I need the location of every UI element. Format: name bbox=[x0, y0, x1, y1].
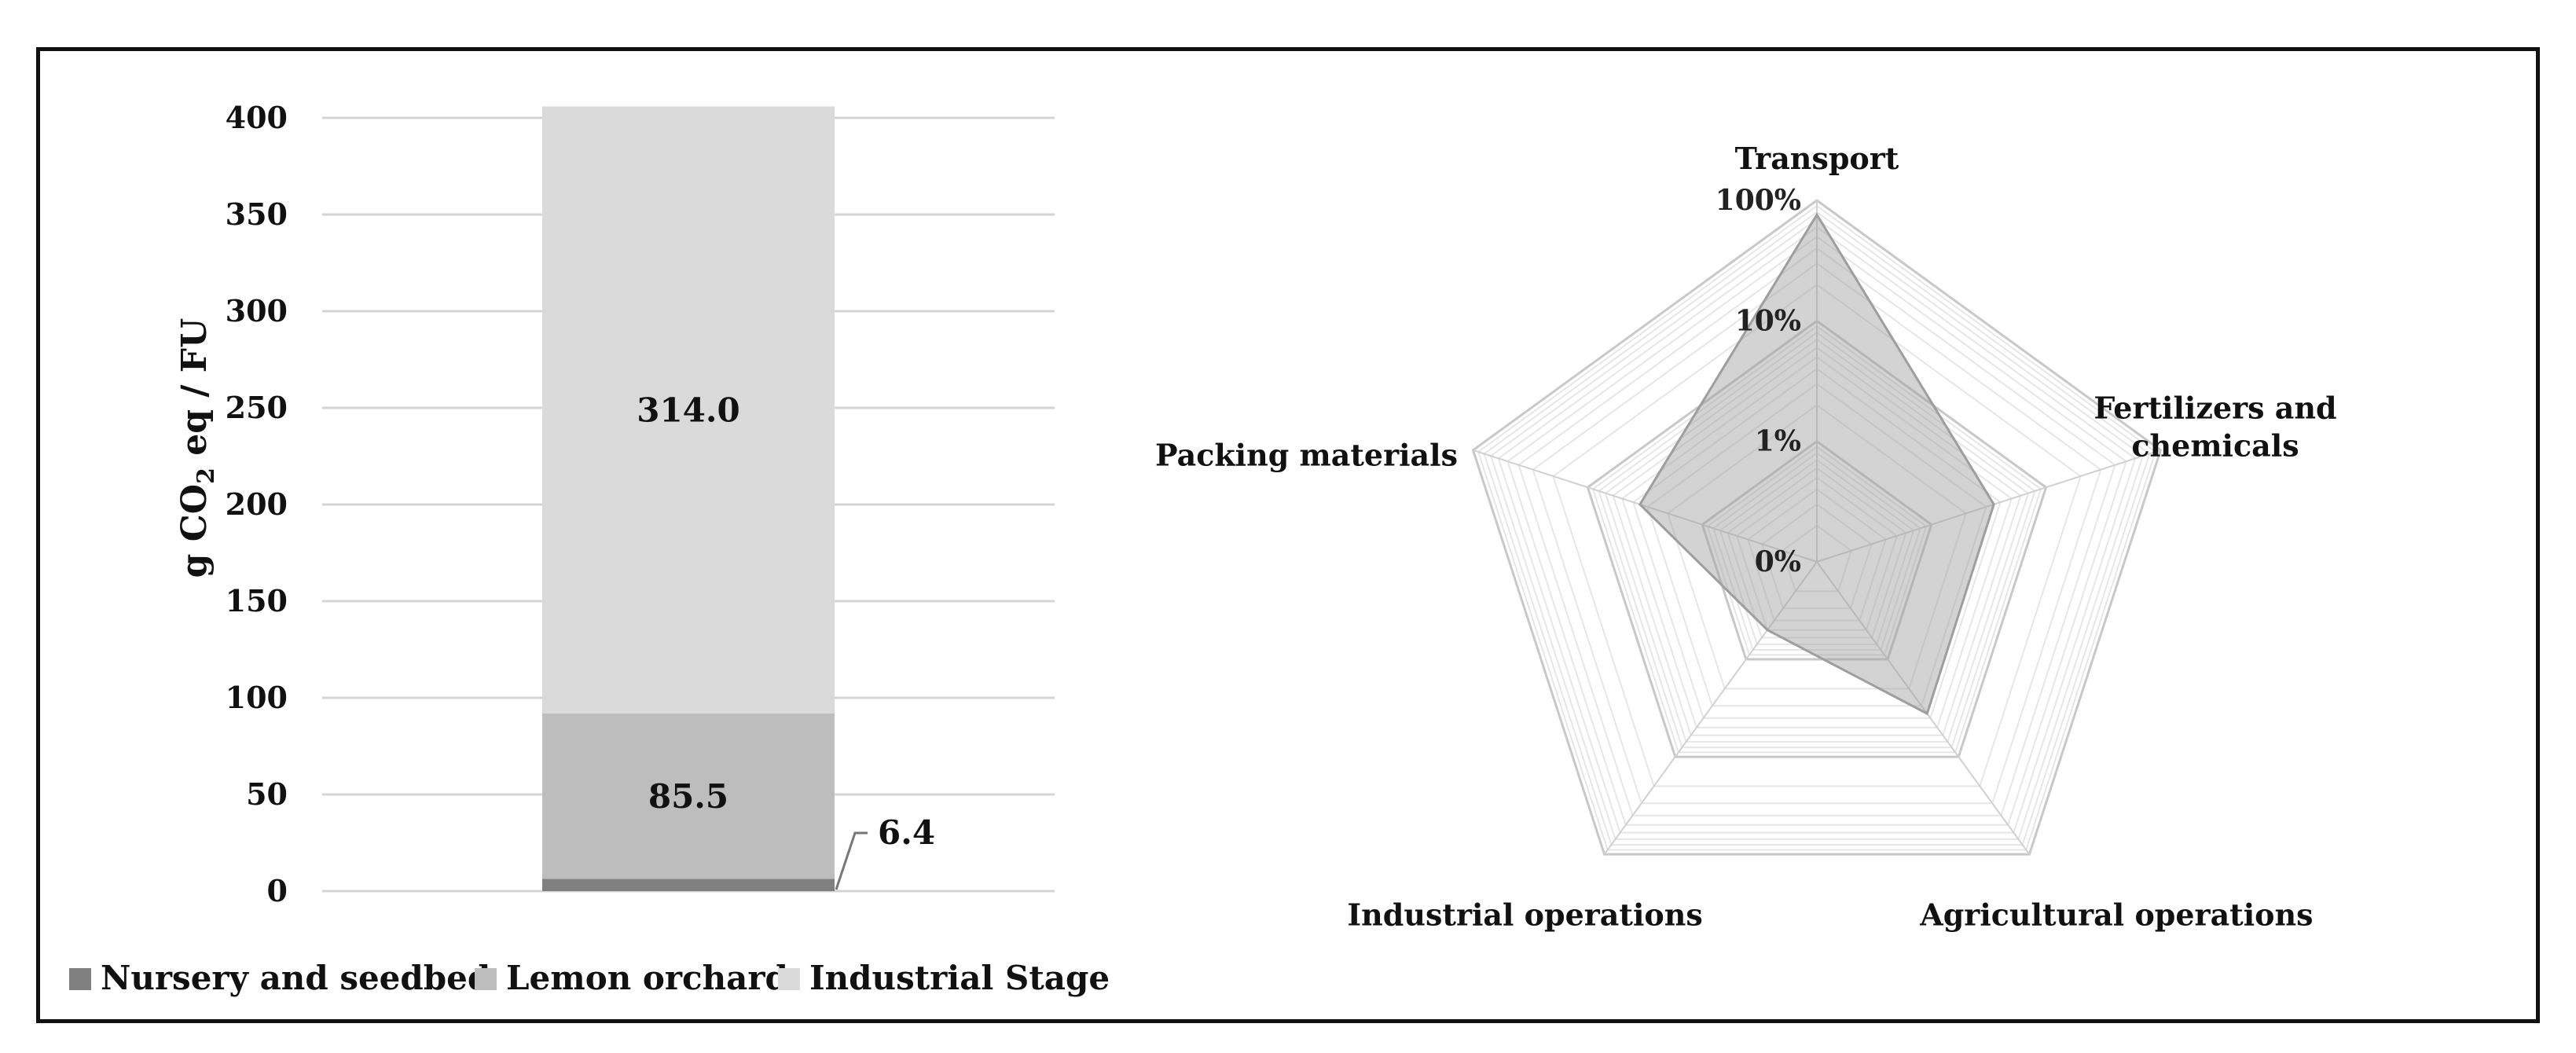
radar-minor-ring bbox=[1719, 459, 1915, 645]
radar-series bbox=[1638, 212, 1995, 716]
legend-label: Industrial Stage bbox=[809, 959, 1110, 997]
radar-tick-label: 10% bbox=[1735, 304, 1801, 337]
y-tick-label: 200 bbox=[226, 486, 288, 522]
radar-spoke bbox=[1473, 449, 1818, 563]
legend-label: Lemon orchard bbox=[506, 959, 788, 997]
radar-minor-ring bbox=[1591, 325, 2042, 754]
leader-line bbox=[835, 831, 868, 890]
legend-swatch bbox=[475, 968, 497, 990]
radar-minor-ring bbox=[1621, 356, 2013, 728]
radar-minor-ring bbox=[1532, 262, 2102, 805]
stacked-bar-chart: 0 50 100 150 200 250 300 350 400 6.4 85.5 314.0 g … bbox=[69, 100, 1110, 997]
bar-segments bbox=[542, 106, 835, 891]
radar-minor-ring bbox=[1646, 383, 1987, 707]
radar-minor-ring bbox=[1735, 476, 1899, 631]
radar-axis-label: Transport bbox=[1735, 141, 1899, 176]
figure-frame bbox=[36, 47, 2540, 1023]
radar-major-ring bbox=[1701, 439, 1933, 661]
radar-axis-label-line: Agricultural operations bbox=[1919, 897, 2313, 933]
bar-y-tick-labels: 0 50 100 150 200 250 300 350 400 bbox=[226, 100, 288, 908]
radar-axis-label: Agricultural operations bbox=[1919, 897, 2313, 933]
radar-tick-labels: 0% 1% 10% 100% bbox=[1715, 184, 1801, 578]
bar-data-labels: 6.4 85.5 314.0 bbox=[637, 391, 935, 890]
legend-label: Nursery and seedbed bbox=[101, 959, 490, 997]
y-axis-title-base: g CO bbox=[174, 484, 215, 578]
radar-spoke bbox=[1816, 561, 2031, 855]
y-tick-label: 300 bbox=[226, 293, 288, 328]
radar-minor-ring bbox=[1477, 204, 2156, 851]
radar-minor-ring bbox=[1667, 404, 1967, 690]
bar-legend: Nursery and seedbed Lemon orchard Industri… bbox=[69, 959, 1110, 997]
radar-axis-label: Fertilizers and chemicals bbox=[2093, 390, 2336, 463]
radar-major-ring bbox=[1586, 319, 2048, 758]
radar-spoke bbox=[1816, 449, 2161, 563]
radar-spokes bbox=[1473, 200, 2161, 855]
y-tick-label: 150 bbox=[226, 583, 288, 618]
y-tick-label: 250 bbox=[226, 390, 288, 425]
radar-minor-ring bbox=[1489, 218, 2145, 840]
radar-axis-label-line: Fertilizers and bbox=[2093, 390, 2336, 425]
radar-major-ring bbox=[1471, 199, 2163, 856]
y-tick-label: 400 bbox=[226, 100, 288, 135]
radar-minor-ring bbox=[1497, 226, 2137, 834]
radar-tick-label: 0% bbox=[1755, 545, 1801, 578]
radar-chart: 0% 1% 10% 100% Transport Fertilizers and chem… bbox=[1155, 141, 2337, 933]
radar-series-area bbox=[1638, 212, 1995, 716]
legend-swatch bbox=[69, 968, 91, 990]
y-tick-label: 50 bbox=[246, 776, 288, 812]
y-tick-label: 350 bbox=[226, 196, 288, 232]
radar-gridlines bbox=[1471, 199, 2163, 856]
radar-axis-labels: Transport Fertilizers and chemicals Agricul… bbox=[1155, 141, 2337, 933]
radar-minor-ring bbox=[1712, 452, 1921, 651]
radar-minor-ring bbox=[1747, 488, 1887, 622]
radar-minor-ring bbox=[1604, 338, 2030, 743]
bar-data-label: 6.4 bbox=[878, 813, 935, 852]
radar-spoke bbox=[1603, 561, 1818, 855]
radar-minor-ring bbox=[1727, 467, 1907, 639]
radar-tick-label: 1% bbox=[1755, 425, 1801, 458]
radar-axis-label-line: Industrial operations bbox=[1347, 897, 1702, 933]
legend-swatch bbox=[778, 968, 800, 990]
radar-axis-label: Packing materials bbox=[1155, 437, 1458, 472]
bar-segment bbox=[542, 713, 835, 879]
bar-data-label: 85.5 bbox=[648, 777, 728, 816]
radar-minor-ring bbox=[1483, 211, 2151, 846]
radar-minor-ring bbox=[1552, 283, 2082, 787]
bar-data-label: 314.0 bbox=[637, 391, 740, 430]
radar-minor-ring bbox=[1506, 235, 2127, 826]
bar-segment bbox=[542, 106, 835, 714]
radar-minor-ring bbox=[1632, 368, 2002, 719]
radar-axis-label: Industrial operations bbox=[1347, 897, 1702, 933]
radar-axis-label-line: chemicals bbox=[2131, 427, 2299, 463]
radar-minor-ring bbox=[1761, 503, 1873, 610]
y-axis-title: g CO2 eq / FU bbox=[174, 318, 220, 578]
radar-axis-label-line: Transport bbox=[1735, 141, 1899, 176]
y-tick-label: 100 bbox=[226, 680, 288, 715]
y-axis-title-subscript: 2 bbox=[193, 468, 220, 484]
y-tick-label: 0 bbox=[267, 873, 288, 908]
bar-segment bbox=[542, 879, 835, 891]
radar-minor-ring bbox=[1781, 524, 1853, 593]
y-axis-title-rest: eq / FU bbox=[174, 318, 215, 468]
radar-minor-ring bbox=[1598, 331, 2036, 749]
radar-tick-label: 100% bbox=[1715, 184, 1801, 217]
radar-minor-ring bbox=[1517, 247, 2116, 816]
radar-axis-label-line: Packing materials bbox=[1155, 437, 1458, 472]
radar-minor-ring bbox=[1612, 347, 2022, 736]
